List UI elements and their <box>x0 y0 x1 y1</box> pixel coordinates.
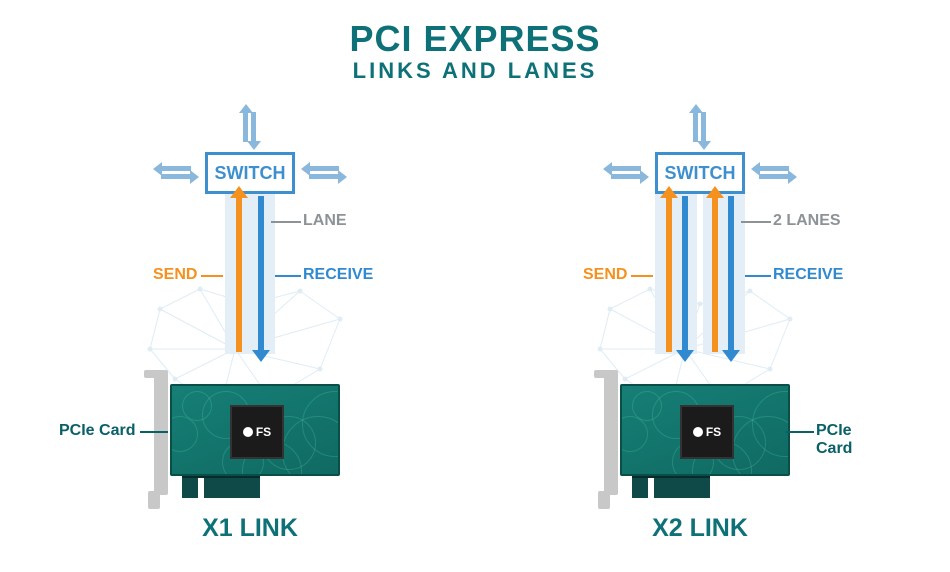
switch-right-arrows-icon <box>759 166 789 179</box>
pcie-card-leader <box>786 431 814 433</box>
circuit-trace <box>620 416 648 452</box>
receive-label: RECEIVE <box>773 266 843 284</box>
switch-right-arrows-icon <box>309 166 339 179</box>
card-bracket-foot <box>148 491 160 509</box>
title-block: PCI EXPRESS LINKS AND LANES <box>0 0 950 84</box>
chip-logo-icon <box>243 427 253 437</box>
send-label: SEND <box>583 266 627 284</box>
receive-label: RECEIVE <box>303 266 373 284</box>
card-chip: FS <box>230 405 284 459</box>
lane-bg <box>703 194 745 354</box>
lane-leader <box>271 221 301 223</box>
switch-left-arrows-icon <box>611 166 641 179</box>
main-title: PCI EXPRESS <box>0 18 950 60</box>
lane-bg <box>655 194 697 354</box>
send-arrow-icon <box>236 196 242 352</box>
send-arrow-icon <box>712 196 718 352</box>
lane-bg <box>225 194 275 354</box>
pcie-card-label: PCIe Card <box>816 422 880 458</box>
send-leader <box>201 275 223 277</box>
sub-title: LINKS AND LANES <box>0 58 950 84</box>
card-bracket-tab <box>144 370 166 378</box>
diagram-x2: SWITCH2 LANESSENDRECEIVEFSPCIe CardX2 LI… <box>520 104 880 544</box>
chip-text: FS <box>256 425 271 439</box>
receive-arrow-icon <box>682 196 688 352</box>
card-connector <box>182 476 260 498</box>
receive-arrow-icon <box>728 196 734 352</box>
receive-arrow-icon <box>258 196 264 352</box>
switch-left-arrows-icon <box>161 166 191 179</box>
connector-notch <box>648 478 654 500</box>
card-bracket-foot <box>598 491 610 509</box>
chip-text: FS <box>706 425 721 439</box>
lane-leader <box>741 221 771 223</box>
diagram-x1: SWITCHLANESENDRECEIVEFSPCIe CardX1 LINK <box>70 104 430 544</box>
pcie-card: FS <box>154 384 346 506</box>
pcie-card-label: PCIe Card <box>59 422 135 440</box>
card-connector <box>632 476 710 498</box>
receive-leader <box>275 275 301 277</box>
switch-top-arrows-icon <box>243 112 256 142</box>
connector-notch <box>198 478 204 500</box>
circuit-trace <box>170 416 198 452</box>
link-label: X2 LINK <box>520 514 880 543</box>
pcie-card-leader <box>140 431 168 433</box>
send-label: SEND <box>153 266 197 284</box>
receive-leader <box>745 275 771 277</box>
lane-count-label: LANE <box>303 212 347 230</box>
card-body: FS <box>620 384 790 476</box>
switch-top-arrows-icon <box>693 112 706 142</box>
diagrams-row: SWITCHLANESENDRECEIVEFSPCIe CardX1 LINK … <box>0 104 950 544</box>
lane-count-label: 2 LANES <box>773 212 841 230</box>
chip-logo-icon <box>693 427 703 437</box>
link-label: X1 LINK <box>70 514 430 543</box>
send-leader <box>631 275 653 277</box>
send-arrow-icon <box>666 196 672 352</box>
switch-box: SWITCH <box>205 152 295 194</box>
card-bracket <box>604 370 618 495</box>
card-body: FS <box>170 384 340 476</box>
card-chip: FS <box>680 405 734 459</box>
card-bracket-tab <box>594 370 616 378</box>
pcie-card: FS <box>604 384 796 506</box>
